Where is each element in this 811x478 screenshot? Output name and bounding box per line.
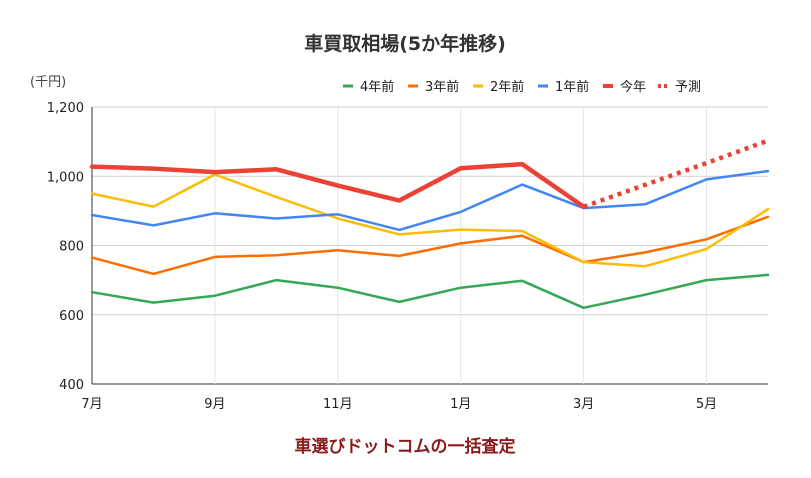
- x-tick-label: 3月: [573, 397, 594, 412]
- series-lines: [89, 138, 770, 310]
- legend-label: 3年前: [425, 79, 459, 95]
- chart-title: 車買取相場(5か年推移): [304, 32, 506, 55]
- source-label: 車選びドットコムの一括査定: [295, 436, 516, 457]
- x-tick-label: 11月: [323, 397, 353, 412]
- unit-label: (千円): [30, 75, 66, 90]
- y-tick-label: 1,200: [47, 101, 84, 116]
- legend-label: 1年前: [555, 79, 589, 95]
- series-line: [90, 169, 770, 232]
- y-tick-label: 600: [59, 309, 84, 324]
- y-tick-label: 1,000: [47, 170, 84, 185]
- series-line: [89, 161, 586, 209]
- x-axis-ticks: 7月 9月 11月 1月 3月 5月: [81, 397, 717, 412]
- x-tick-label: 5月: [696, 397, 717, 412]
- x-tick-label: 7月: [81, 397, 102, 412]
- legend: 4年前 3年前 2年前 1年前 今年 予測: [343, 79, 701, 95]
- x-tick-label: 9月: [204, 397, 225, 412]
- y-tick-label: 400: [59, 378, 84, 393]
- series-line: [90, 215, 770, 276]
- grid: [91, 106, 768, 385]
- legend-label: 予測: [675, 80, 701, 95]
- series-line: [90, 173, 770, 268]
- y-tick-label: 800: [59, 240, 84, 255]
- y-axis-ticks: 1,200 1,000 800 600 400: [47, 101, 84, 393]
- legend-label: 今年: [620, 79, 646, 95]
- x-tick-label: 1月: [450, 397, 471, 412]
- series-line: [90, 273, 770, 310]
- series-line: [582, 138, 769, 209]
- legend-label: 4年前: [360, 79, 394, 95]
- legend-label: 2年前: [490, 79, 524, 95]
